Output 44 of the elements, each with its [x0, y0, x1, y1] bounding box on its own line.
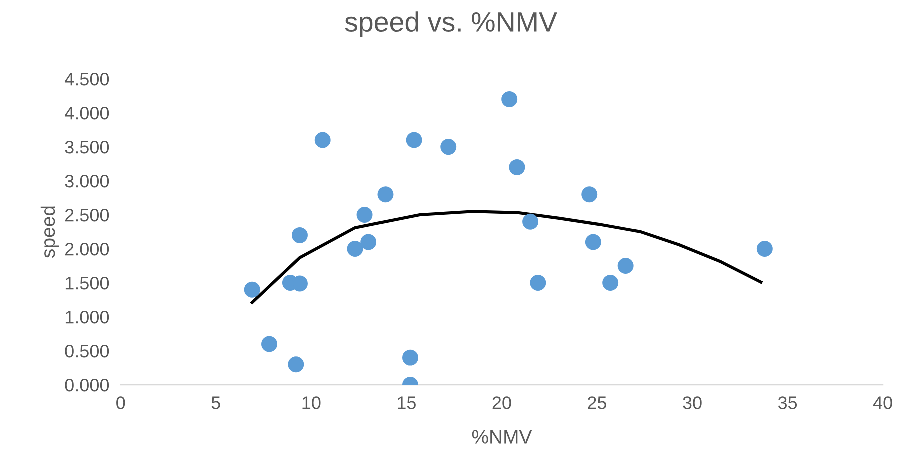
x-tick-label: 25: [588, 396, 607, 410]
line-series: [250, 210, 763, 304]
point: [440, 139, 457, 156]
x-tick-label: 10: [302, 396, 321, 410]
point: [292, 227, 308, 244]
x-tick-label: 20: [492, 396, 512, 410]
point: [530, 275, 546, 292]
point: [314, 132, 331, 148]
point: [402, 350, 418, 366]
point: [509, 159, 526, 176]
point: [360, 234, 377, 250]
point: [502, 91, 518, 108]
y-tick-label: 0.500: [65, 344, 110, 358]
point: [406, 132, 422, 148]
y-tick-label: 1.500: [66, 276, 110, 290]
point: [288, 356, 304, 373]
x-tick-label: 0: [116, 396, 126, 410]
x-axis-title: %NMV: [472, 430, 532, 444]
y-tick-label: 2.000: [65, 242, 110, 256]
x-tick-label: 15: [398, 396, 416, 410]
point: [262, 336, 278, 352]
y-axis-title: speed: [40, 206, 60, 258]
y-tick-label: 4.000: [64, 106, 110, 120]
point: [582, 186, 598, 203]
y-tick-label: 3.000: [65, 174, 110, 188]
point: [244, 282, 260, 298]
point: [522, 214, 539, 230]
y-tick-label: 0.000: [65, 378, 110, 392]
point: [378, 186, 394, 203]
point: [356, 207, 373, 224]
chart-title: speed vs. %NMV: [345, 12, 558, 38]
x-tick-label: 40: [873, 396, 892, 410]
point: [585, 234, 602, 250]
y-tick-label: 3.500: [65, 140, 110, 154]
point: [756, 241, 773, 258]
y-tick-label: 4.500: [64, 72, 110, 86]
x-tick-label: 35: [778, 396, 798, 410]
point: [602, 275, 619, 292]
point: [347, 241, 364, 258]
x-tick-label: 30: [683, 396, 702, 410]
point: [618, 258, 634, 274]
x-tick-label: 5: [212, 396, 220, 410]
y-tick-label: 2.500: [65, 208, 110, 222]
y-tick-label: 1.000: [66, 310, 110, 324]
